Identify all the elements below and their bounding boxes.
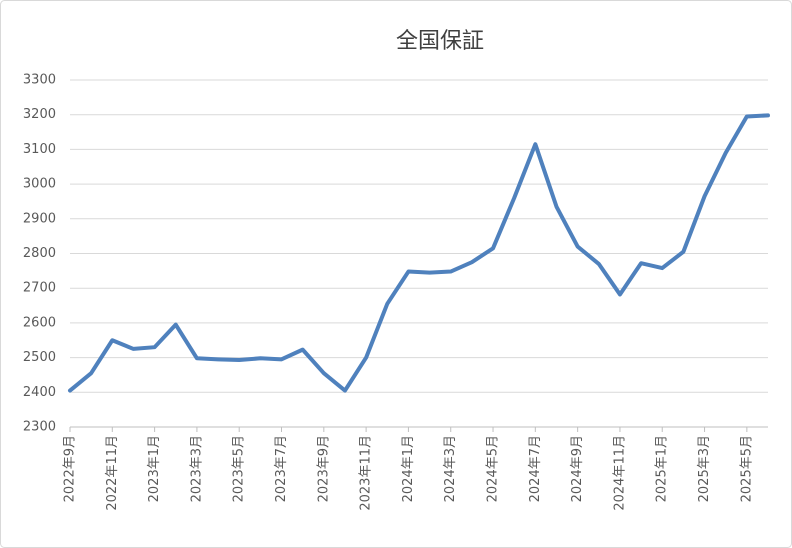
x-tick-label: 2024年5月: [486, 435, 501, 502]
x-tick-label: 2024年3月: [443, 435, 458, 502]
y-tick-label: 2600: [23, 315, 56, 330]
x-tick-label: 2025年1月: [655, 435, 670, 502]
y-tick-label: 2900: [23, 211, 56, 226]
y-tick-label: 2800: [23, 246, 56, 261]
x-tick-label: 2023年1月: [147, 435, 162, 502]
y-tick-label: 2700: [23, 281, 56, 296]
y-tick-label: 3000: [23, 177, 56, 192]
x-tick-label: 2024年9月: [570, 435, 585, 502]
line-series: [68, 113, 770, 393]
x-tick-label: 2023年9月: [316, 435, 331, 502]
y-tick-label: 2400: [23, 385, 56, 400]
x-tick-label: 2025年3月: [697, 435, 712, 502]
x-tick-label: 2024年11月: [612, 435, 627, 511]
x-tick-label: 2022年9月: [63, 435, 78, 502]
x-tick-label: 2023年11月: [359, 435, 374, 511]
y-tick-label: 2500: [23, 350, 56, 365]
x-tick-label: 2023年5月: [232, 435, 247, 502]
x-tick-label: 2025年5月: [739, 435, 754, 502]
x-tick-label: 2024年1月: [401, 435, 416, 502]
y-tick-label: 3100: [23, 142, 56, 157]
x-tick-label: 2022年11月: [105, 435, 120, 511]
y-tick-label: 3300: [23, 73, 56, 88]
x-tick-label: 2024年7月: [528, 435, 543, 502]
chart-title: 全国保証: [396, 29, 484, 54]
x-tick-label: 2023年3月: [189, 435, 204, 502]
y-tick-label: 2300: [23, 420, 56, 435]
y-tick-label: 3200: [23, 107, 56, 122]
x-tick-label: 2023年7月: [274, 435, 289, 502]
